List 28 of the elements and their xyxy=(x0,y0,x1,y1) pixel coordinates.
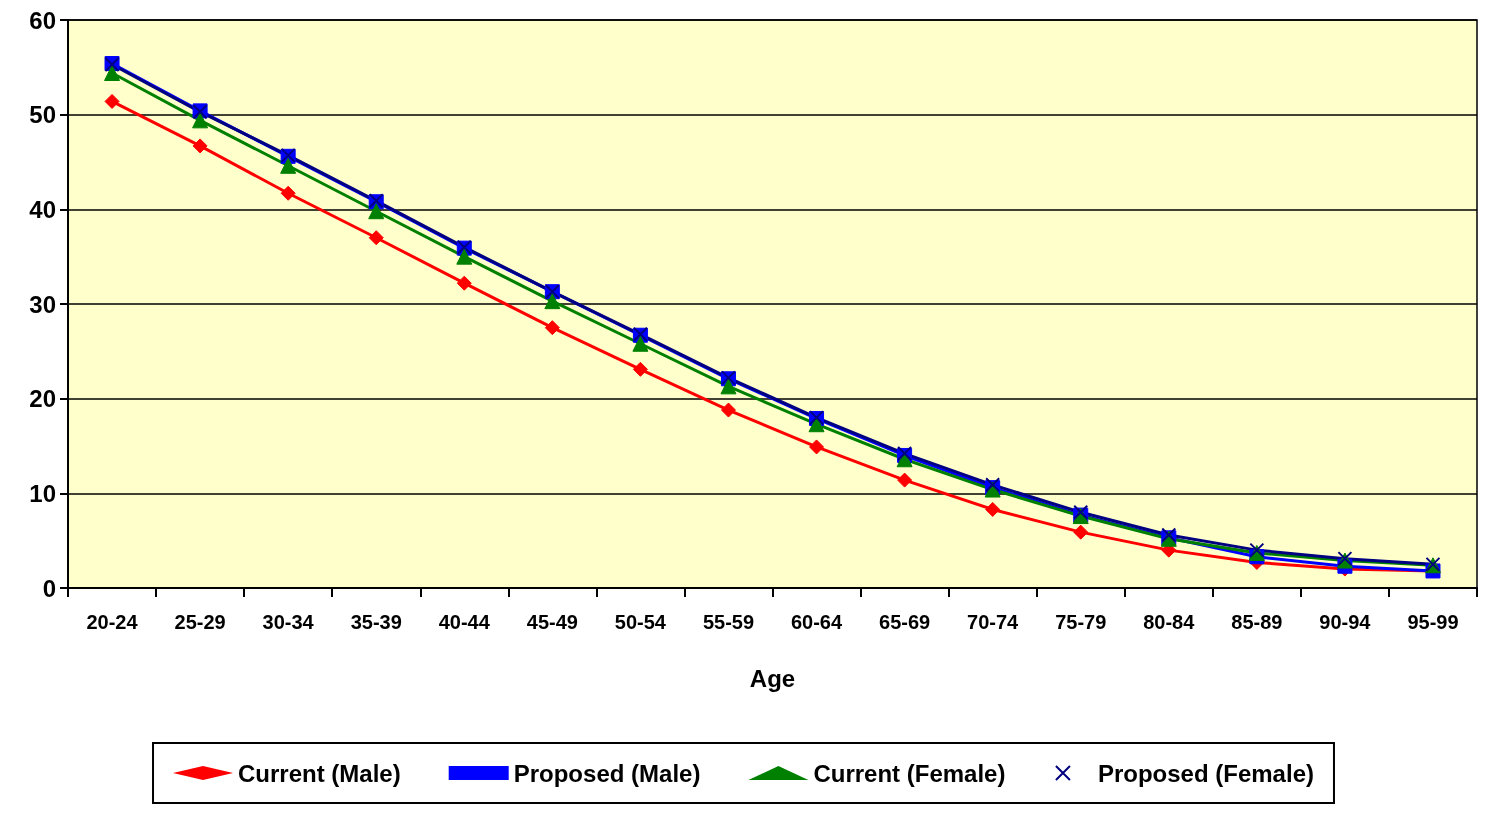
y-tick-label: 0 xyxy=(42,574,56,602)
x-tick-label: 65-69 xyxy=(879,611,931,633)
legend-label: Current (Male) xyxy=(238,759,401,787)
x-tick-label: 35-39 xyxy=(350,611,402,633)
x-tick-label: 50-54 xyxy=(614,611,667,633)
x-axis-title: Age xyxy=(749,664,796,692)
x-tick-label: 75-79 xyxy=(1055,611,1107,633)
x-tick-label: 45-49 xyxy=(526,611,578,633)
y-tick-label: 20 xyxy=(29,385,56,413)
legend-label: Proposed (Female) xyxy=(1097,759,1314,787)
y-tick-label: 60 xyxy=(29,6,56,34)
y-tick-label: 50 xyxy=(29,101,56,129)
x-tick-label: 30-34 xyxy=(262,611,315,633)
x-tick-label: 95-99 xyxy=(1407,611,1459,633)
x-tick-label: 80-84 xyxy=(1143,611,1196,633)
y-tick-label: 10 xyxy=(29,479,56,507)
x-tick-label: 85-89 xyxy=(1231,611,1283,633)
legend-label: Current (Female) xyxy=(813,759,1006,787)
x-tick-label: 40-44 xyxy=(438,611,491,633)
x-tick-label: 20-24 xyxy=(86,611,139,633)
x-tick-label: 55-59 xyxy=(702,611,755,633)
y-tick-label: 40 xyxy=(29,195,56,223)
x-tick-label: 90-94 xyxy=(1319,611,1372,633)
y-tick-label: 30 xyxy=(29,290,56,318)
x-tick-label: 25-29 xyxy=(174,611,226,633)
legend-label: Proposed (Male) xyxy=(513,759,701,787)
x-tick-label: 60-64 xyxy=(790,611,843,633)
x-tick-label: 70-74 xyxy=(967,611,1020,633)
